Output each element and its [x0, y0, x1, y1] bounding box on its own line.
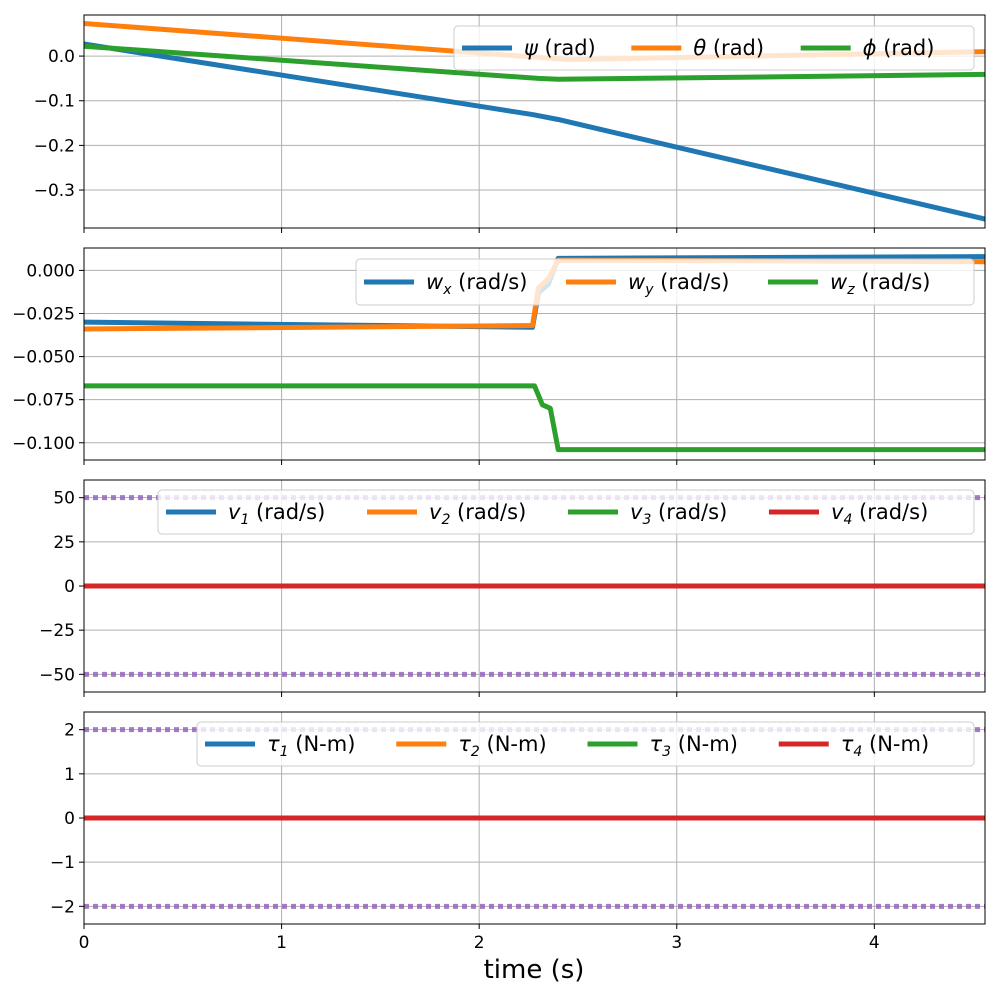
legend-box: [355, 258, 975, 306]
y-tick-label: −1: [50, 853, 75, 873]
legend-item: ψ (rad): [462, 36, 596, 60]
y-tick-label: −25: [39, 621, 75, 641]
legend-item: θ (rad): [631, 36, 764, 60]
legend-item: τ3 (N-m): [587, 732, 738, 760]
legend-label: τ2 (N-m): [458, 732, 546, 760]
legend-label: v4 (rad/s): [831, 500, 928, 528]
series-line-body-rates-3: [84, 383, 985, 453]
legend-attitude: ψ (rad) θ (rad) ϕ (rad): [453, 25, 975, 71]
legend-label: τ1 (N-m): [267, 732, 355, 760]
legend-body-rates: wx (rad/s) wy (rad/s) wz (rad/s): [355, 258, 975, 306]
legend-label: wy (rad/s): [628, 270, 729, 298]
legend-item: τ1 (N-m): [205, 732, 355, 760]
y-tick-label: −0.2: [34, 136, 75, 156]
legend-wheel-speeds: v1 (rad/s) v2 (rad/s) v3 (rad/s) v4 (rad/s): [157, 489, 975, 535]
y-tick-label: 2: [64, 721, 75, 741]
axes-frame: [83, 14, 986, 229]
y-tick-label: 0: [64, 577, 75, 597]
y-tick-label: 0: [64, 809, 75, 829]
legend-label: v1 (rad/s): [228, 500, 325, 528]
legend-item: wz (rad/s): [768, 270, 930, 298]
legend-item: v3 (rad/s): [568, 500, 727, 528]
y-tick-label: 25: [53, 533, 75, 553]
legend-item: v1 (rad/s): [166, 500, 325, 528]
y-tick-label: −50: [39, 665, 75, 685]
legend-item: ϕ (rad): [800, 36, 935, 60]
legend-torques: τ1 (N-m) τ2 (N-m) τ3 (N-m) τ4 (N-m): [196, 721, 975, 767]
legend-label: v2 (rad/s): [429, 500, 526, 528]
y-tick-label: 50: [53, 489, 75, 509]
x-tick-label: 0: [79, 933, 90, 953]
legend-item: wy (rad/s): [566, 270, 729, 298]
y-tick-label: −0.075: [12, 391, 75, 411]
y-tick-label: −0.100: [12, 434, 75, 454]
x-tick-label: 2: [474, 933, 485, 953]
legend-item: τ4 (N-m): [778, 732, 929, 760]
legend-label: τ4 (N-m): [841, 732, 929, 760]
x-tick-label: 4: [869, 933, 880, 953]
legend-box: [157, 489, 975, 535]
y-tick-label: 0.000: [26, 261, 75, 281]
legend-item: wx (rad/s): [364, 270, 527, 298]
series-line-attitude-1: [84, 41, 985, 222]
panel-wheel-speeds: 50 25 0 −25 −50 v1 (rad/s) v2 (rad/s) v3 (rad/s…: [39, 479, 986, 697]
panel-attitude: 0.0 −0.1 −0.2 −0.3 ψ (rad) θ (rad) ϕ (rad): [34, 14, 986, 233]
legend-label: wz (rad/s): [830, 270, 930, 298]
series-line-attitude-3: [84, 43, 985, 82]
y-tick-label: 0.0: [48, 47, 75, 67]
legend-item: v2 (rad/s): [367, 500, 526, 528]
y-tick-label: −0.050: [12, 348, 75, 368]
legend-item: v4 (rad/s): [769, 500, 928, 528]
y-tick-label: −0.3: [34, 181, 75, 201]
legend-label: v3 (rad/s): [630, 500, 727, 528]
x-axis-label: time (s): [484, 955, 585, 985]
legend-box: [196, 721, 975, 767]
panel-torques: 210−1−20 1 2 3 4τ1 (N-m) τ2 (N-m) τ3 (N-m) τ4 (…: [50, 711, 986, 953]
legend-label: τ3 (N-m): [650, 732, 738, 760]
legend-item: τ2 (N-m): [396, 732, 547, 760]
x-tick-label: 3: [671, 933, 682, 953]
legend-label: ψ (rad): [524, 36, 596, 60]
x-tick-label: 1: [276, 933, 287, 953]
legend-label: ϕ (rad): [863, 36, 935, 60]
panels: 0.0 −0.1 −0.2 −0.3 ψ (rad) θ (rad) ϕ (rad) 0.00…: [12, 14, 986, 953]
legend-label: wx (rad/s): [426, 270, 527, 298]
axes-frame: [83, 247, 986, 461]
y-tick-label: −0.1: [34, 92, 75, 112]
legend-label: θ (rad): [693, 36, 764, 60]
y-tick-label: 1: [64, 765, 75, 785]
y-tick-label: −2: [50, 897, 75, 917]
legend-box: [453, 25, 975, 71]
y-tick-label: −0.025: [12, 304, 75, 324]
